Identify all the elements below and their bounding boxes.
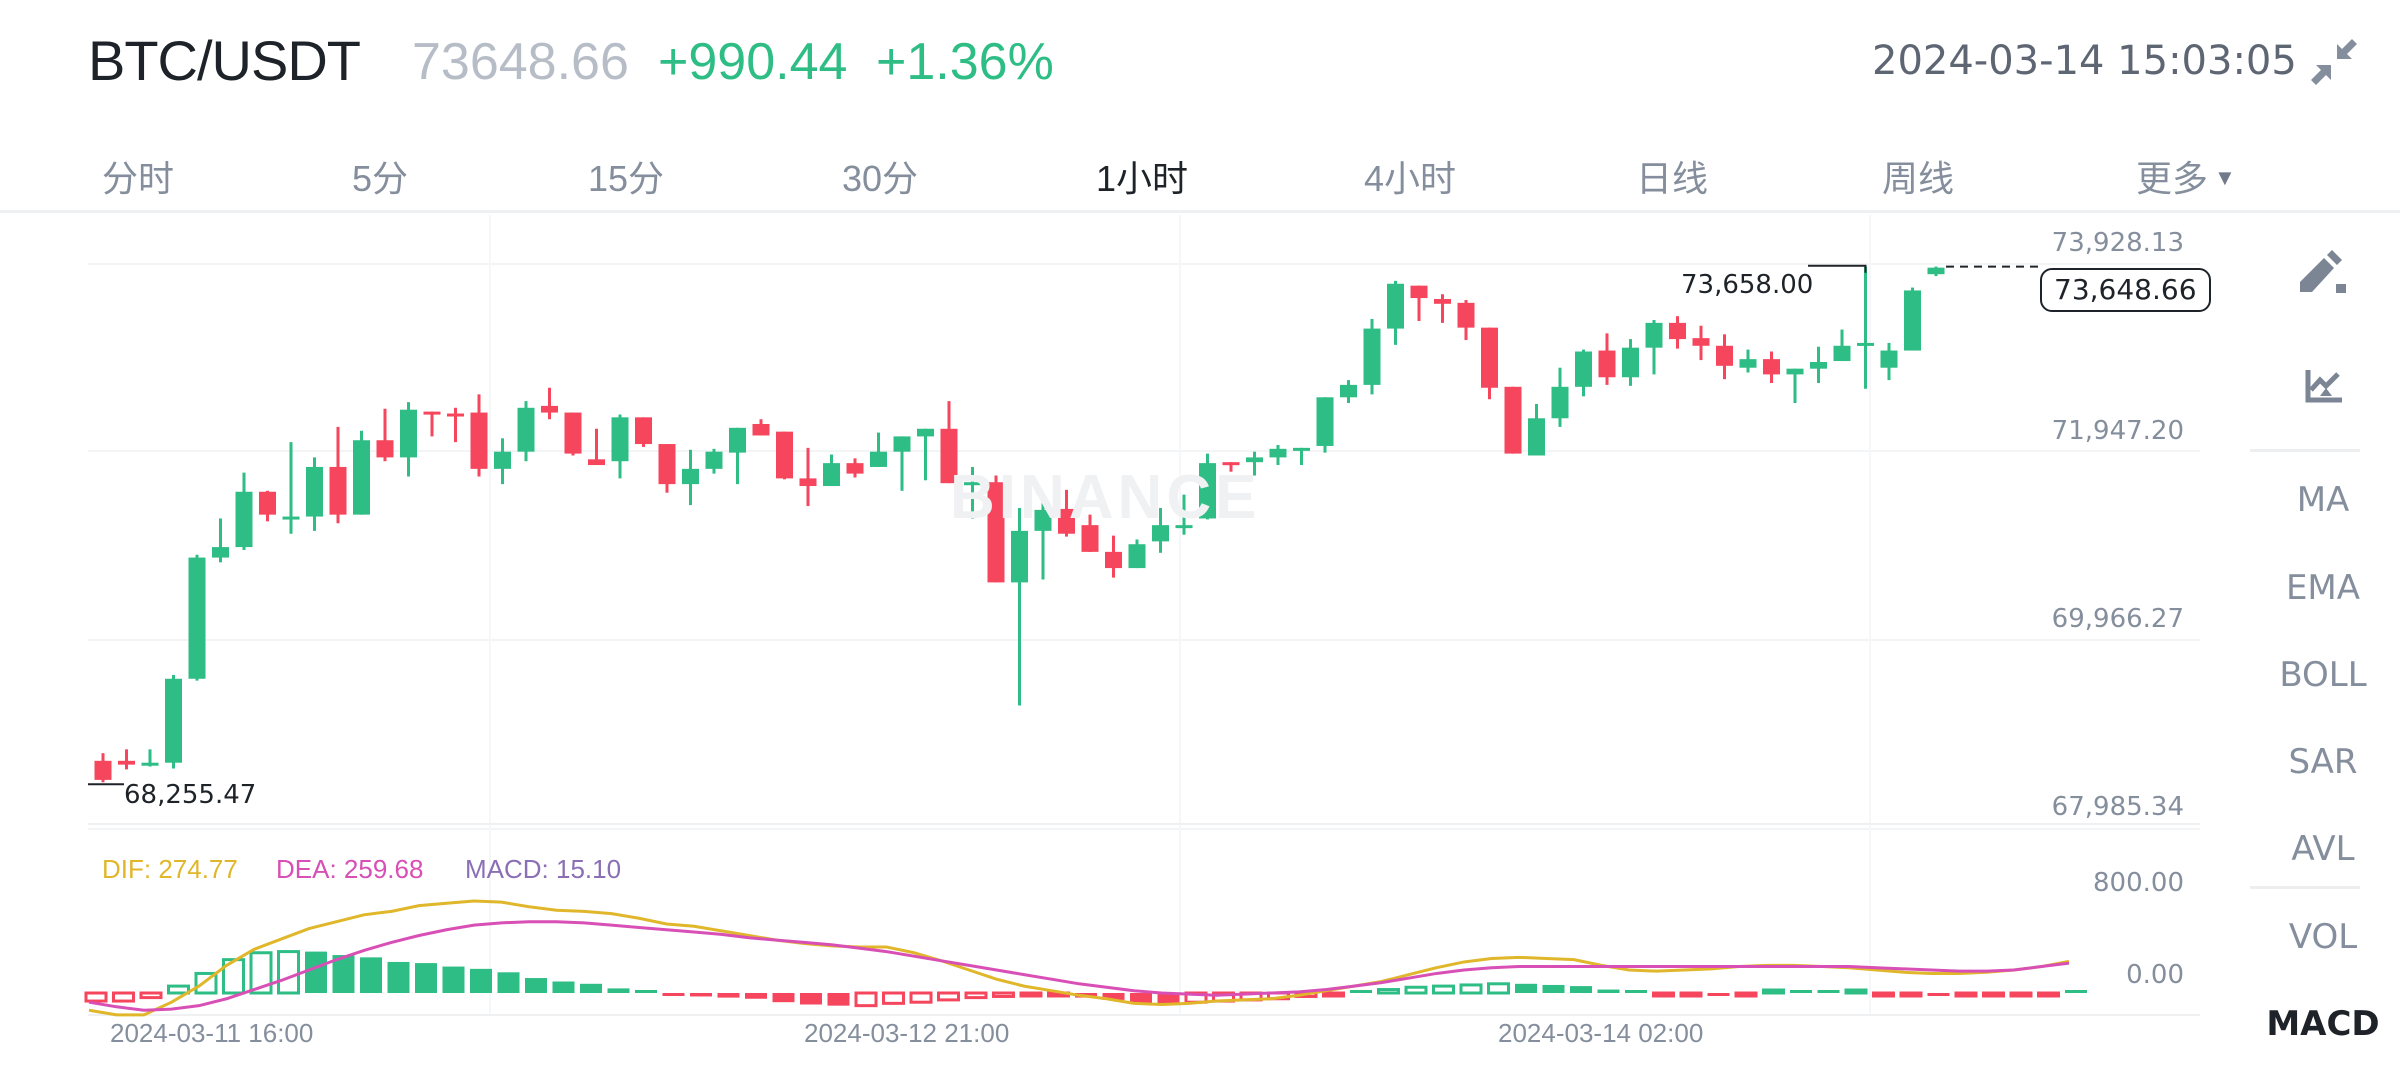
price-axis-label: 73,928.13 (2051, 228, 2184, 258)
header: BTC/USDT 73648.66 +990.44 +1.36% 2024-03… (0, 0, 2400, 130)
sidebar-divider (2250, 449, 2360, 452)
tab-1d[interactable]: 日线 (1636, 150, 1708, 202)
tab-label: 30分 (842, 158, 919, 199)
tab-4h[interactable]: 4小时 (1364, 150, 1456, 202)
tab-1h[interactable]: 1小时 (1096, 150, 1188, 202)
macd-dif-label: DIF: 274.77 (102, 854, 238, 884)
price-axis-label: 69,966.27 (2051, 604, 2184, 634)
indicator-avl[interactable]: AVL (2291, 829, 2355, 869)
tab-time-sharing[interactable]: 分时 (102, 150, 174, 202)
indicator-macd[interactable]: MACD (2266, 1004, 2380, 1044)
candlestick-chart[interactable] (0, 212, 2240, 1080)
macd-axis-label: 0.00 (2126, 960, 2184, 990)
trading-pair-title[interactable]: BTC/USDT (88, 29, 361, 92)
caret-down-icon: ▼ (2214, 165, 2236, 190)
price-change-percent: +1.36% (876, 33, 1054, 91)
indicator-settings-button[interactable] (2280, 352, 2366, 422)
low-price-marker: 68,255.47 (124, 780, 257, 810)
macd-value-label: MACD: 15.10 (465, 854, 622, 884)
tab-1w[interactable]: 周线 (1882, 150, 1954, 202)
time-axis-label: 2024-03-14 02:00 (1498, 1018, 1704, 1048)
draw-pen-icon (2300, 250, 2346, 293)
tab-5m[interactable]: 5分 (352, 150, 408, 202)
last-price: 73648.66 (412, 33, 629, 91)
indicator-chart-icon (2305, 370, 2342, 403)
tab-label: 5分 (352, 158, 409, 199)
tab-label: 4小时 (1364, 158, 1457, 199)
drawing-tool-button[interactable] (2280, 242, 2366, 312)
tab-label: 15分 (588, 158, 665, 199)
indicator-vol[interactable]: VOL (2288, 917, 2358, 957)
indicator-ma[interactable]: MA (2296, 480, 2350, 520)
interval-tabs: 分时 5分 15分 30分 1小时 4小时 日线 周线 更多 ▼ (0, 140, 2400, 213)
indicator-sidebar: MA EMA BOLL SAR AVL VOL MACD (2246, 212, 2400, 1080)
binance-watermark: BINANCE (950, 463, 1261, 532)
indicator-sar[interactable]: SAR (2288, 742, 2358, 782)
indicator-ema[interactable]: EMA (2285, 568, 2361, 608)
sidebar-divider (2250, 886, 2360, 889)
tab-label: 1小时 (1096, 158, 1189, 199)
tab-label: 更多 (2136, 158, 2209, 199)
current-datetime: 2024-03-14 15:03:05 (1872, 38, 2297, 84)
macd-axis-label: 800.00 (2093, 868, 2184, 898)
chart-area[interactable]: BINANCE 73,928.13 71,947.20 69,966.27 67… (0, 212, 2240, 1080)
tab-label: 周线 (1882, 158, 1955, 199)
time-axis-label: 2024-03-12 21:00 (804, 1018, 1010, 1048)
high-price-marker: 73,658.00 (1681, 270, 1814, 300)
current-price-tag: 73,648.66 (2040, 268, 2211, 312)
tab-label: 日线 (1636, 158, 1709, 199)
price-axis-label: 67,985.34 (2051, 792, 2184, 822)
tab-more[interactable]: 更多 ▼ (2136, 150, 2236, 202)
indicator-boll[interactable]: BOLL (2279, 655, 2367, 695)
tab-label: 分时 (102, 158, 175, 199)
macd-dea-label: DEA: 259.68 (276, 854, 424, 884)
tab-15m[interactable]: 15分 (588, 150, 664, 202)
collapse-arrows-icon (2311, 39, 2357, 85)
price-change: +990.44 (658, 33, 848, 91)
collapse-button[interactable] (2308, 36, 2360, 88)
tab-30m[interactable]: 30分 (842, 150, 918, 202)
price-axis-label: 71,947.20 (2051, 416, 2184, 446)
time-axis-label: 2024-03-11 16:00 (110, 1018, 314, 1048)
